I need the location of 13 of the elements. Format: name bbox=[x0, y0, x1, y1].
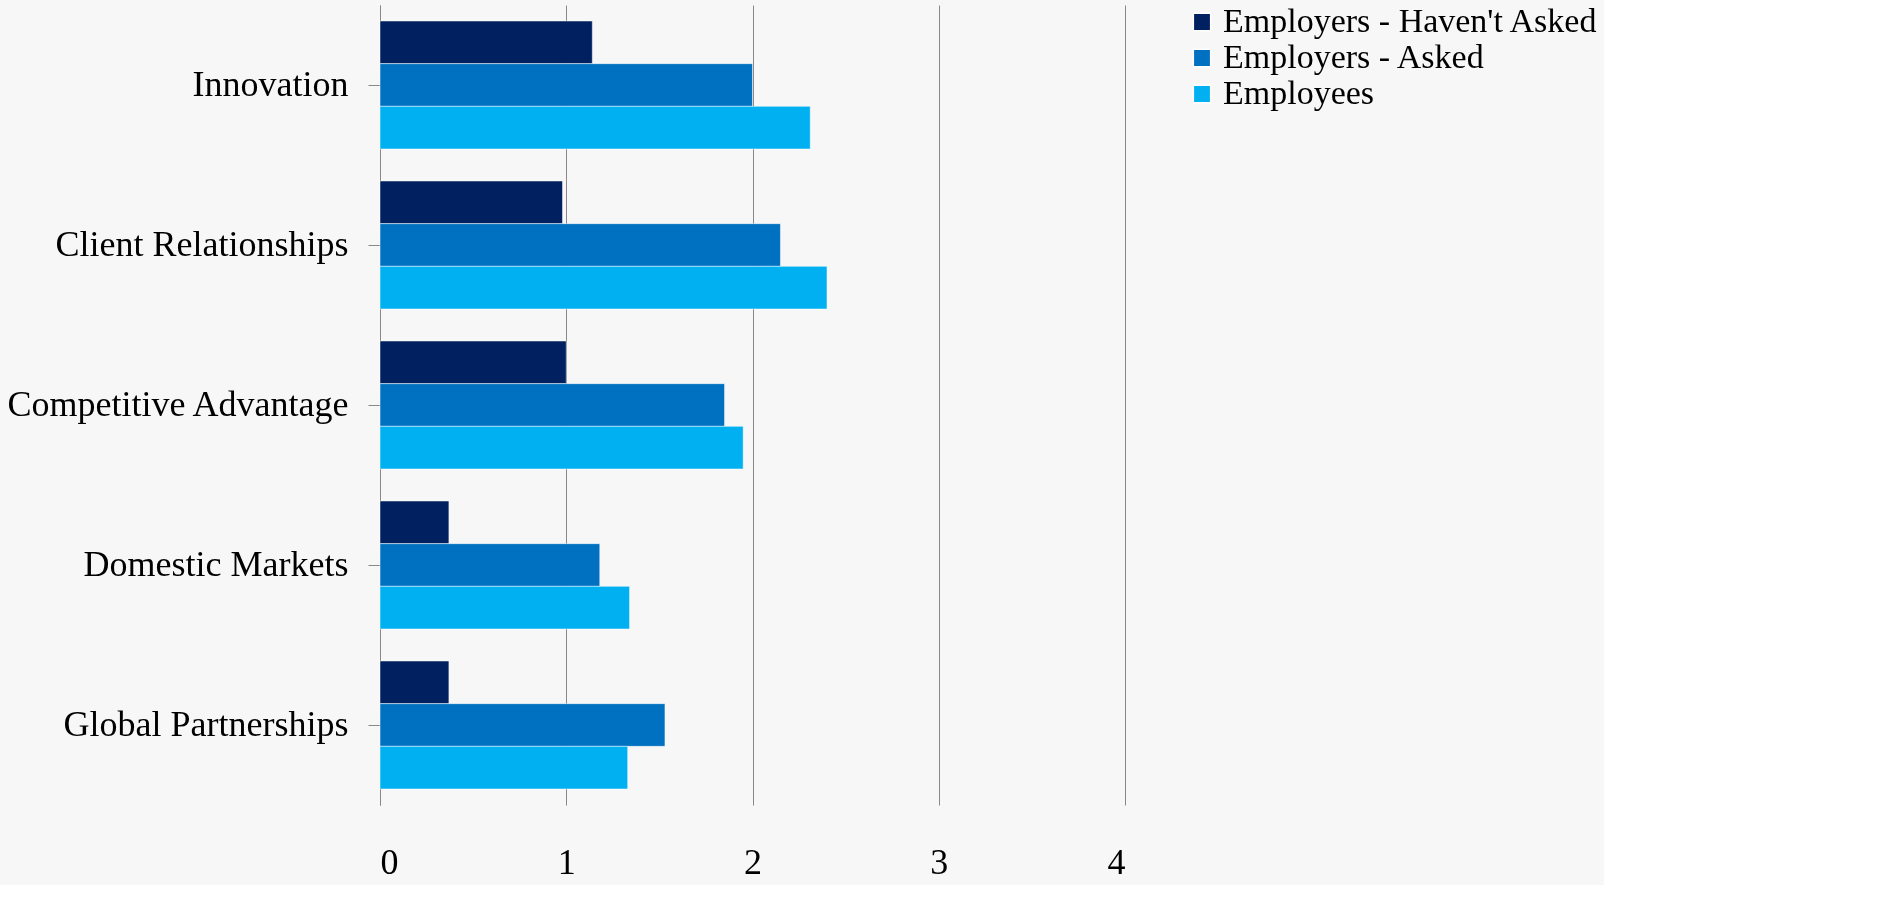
y-tick-label: Global Partnerships bbox=[63, 704, 349, 744]
legend-label: Employees bbox=[1223, 74, 1375, 111]
y-tick-label: Competitive Advantage bbox=[7, 384, 349, 424]
x-tick-label: 4 bbox=[1107, 841, 1126, 882]
x-tick-label: 0 bbox=[380, 841, 399, 882]
legend-label: Employers - Haven't Asked bbox=[1223, 2, 1597, 39]
y-tick-label: Innovation bbox=[192, 64, 349, 104]
x-tick-label: 1 bbox=[557, 841, 576, 882]
y-tick-label: Domestic Markets bbox=[83, 544, 349, 584]
x-tick-label: 3 bbox=[930, 841, 949, 882]
y-tick-label: Client Relationships bbox=[55, 224, 349, 264]
legend-label: Employers - Asked bbox=[1223, 38, 1484, 75]
x-tick-label: 2 bbox=[744, 841, 762, 882]
